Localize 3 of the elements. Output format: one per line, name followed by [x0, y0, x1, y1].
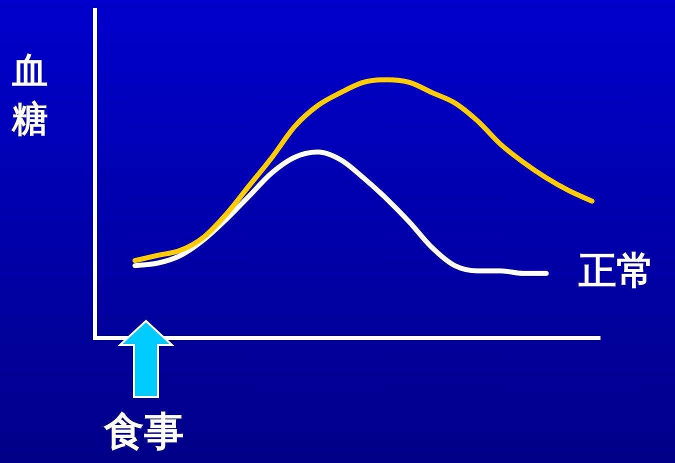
text: 食事: [104, 408, 184, 457]
series-label: 正常: [578, 248, 654, 292]
y-axis-title: 血糖: [12, 50, 48, 142]
